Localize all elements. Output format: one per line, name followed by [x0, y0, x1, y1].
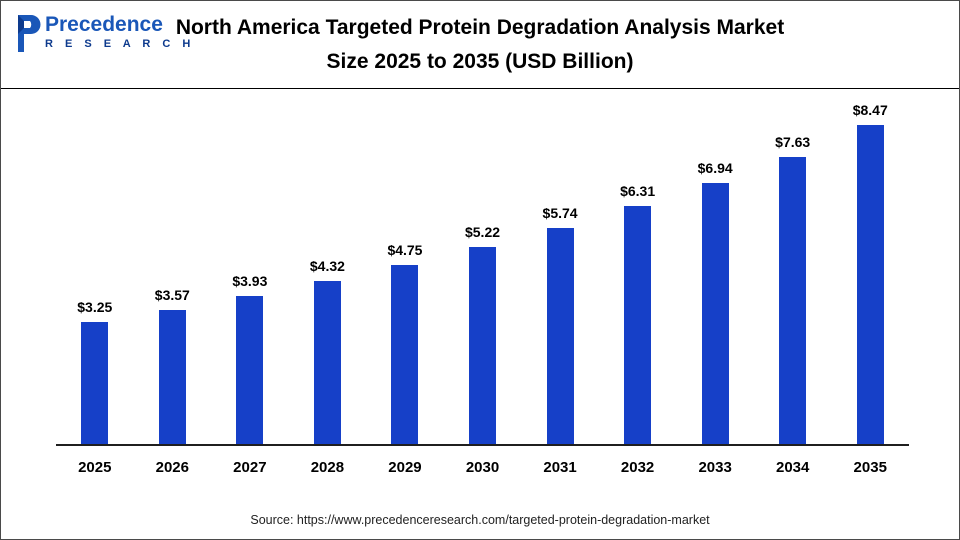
precedence-logo: Precedence R E S E A R C H [15, 13, 195, 53]
chart-title-line2: Size 2025 to 2035 (USD Billion) [326, 49, 634, 73]
bar-value-label: $3.57 [154, 286, 190, 303]
bar-column: $7.63 [754, 101, 832, 444]
x-axis-label: 2029 [388, 459, 422, 476]
x-axis-label: 2028 [310, 459, 345, 476]
bar-value-label: $4.75 [387, 242, 423, 259]
x-axis-label: 2025 [78, 459, 112, 476]
bar-column: $6.94 [676, 101, 754, 444]
bar [313, 281, 341, 444]
x-axis-label: 2027 [233, 459, 267, 476]
bar-column: $5.74 [521, 101, 599, 444]
precedence-logo-icon [18, 15, 41, 52]
bar [856, 125, 884, 444]
bar-value-label: $6.94 [697, 159, 733, 176]
x-axis-label: 2026 [155, 459, 189, 476]
x-axis-label: 2032 [620, 459, 655, 476]
bar-value-label: $8.47 [852, 102, 888, 118]
bar [624, 206, 652, 444]
bar [236, 296, 264, 444]
x-axis-label: 2034 [776, 459, 810, 476]
source-citation: Source: https://www.precedenceresearch.c… [250, 513, 710, 527]
bar [701, 182, 729, 444]
bar-value-label: $6.31 [620, 183, 656, 200]
bar-column: $4.75 [366, 101, 444, 444]
bar [81, 321, 109, 444]
bar-value-label: $5.74 [542, 204, 578, 221]
bar-value-label: $7.63 [775, 133, 811, 150]
plot-area: $3.25 $3.57 $3.93 $4.32 $4.75 $5.22 $5.74 $6.31… [56, 101, 909, 446]
chart-title-line1: North America Targeted Protein Degradati… [175, 16, 785, 39]
bar-value-label: $3.25 [77, 298, 113, 315]
bar-column: $8.47 [831, 101, 909, 444]
bar-column: $3.25 [56, 101, 134, 444]
logo-wordmark: Precedence [45, 13, 163, 36]
x-axis-label: 2030 [465, 459, 500, 476]
bar [158, 309, 186, 444]
bar [391, 265, 419, 444]
logo-subtitle: R E S E A R C H [45, 38, 195, 51]
bar [779, 156, 807, 444]
x-axis-label: 2033 [698, 459, 732, 476]
bar-column: $3.93 [211, 101, 289, 444]
bar-column: $3.57 [134, 101, 212, 444]
bar [469, 247, 496, 444]
x-axis-label: 2031 [543, 459, 577, 476]
bar-value-label: $4.32 [309, 258, 345, 275]
logo-text: Precedence R E S E A R C H [45, 13, 195, 50]
chart-title: North America Targeted Protein Degradati… [1, 11, 959, 78]
x-axis-labels: 2025 2026 2027 2028 2029 2030 2031 2032 2033 2034… [56, 446, 909, 476]
bar [546, 227, 574, 444]
bar-column: $6.31 [599, 101, 677, 444]
header: Precedence R E S E A R C H North America… [1, 1, 959, 89]
bar-chart: $3.25 $3.57 $3.93 $4.32 $4.75 $5.22 $5.74 $6.31… [56, 101, 909, 476]
bar-value-label: $3.93 [232, 273, 268, 289]
bar-column: $4.32 [289, 101, 367, 444]
bar-value-label: $5.22 [464, 224, 501, 241]
x-axis-label: 2035 [853, 459, 887, 476]
bar-column: $5.22 [444, 101, 522, 444]
